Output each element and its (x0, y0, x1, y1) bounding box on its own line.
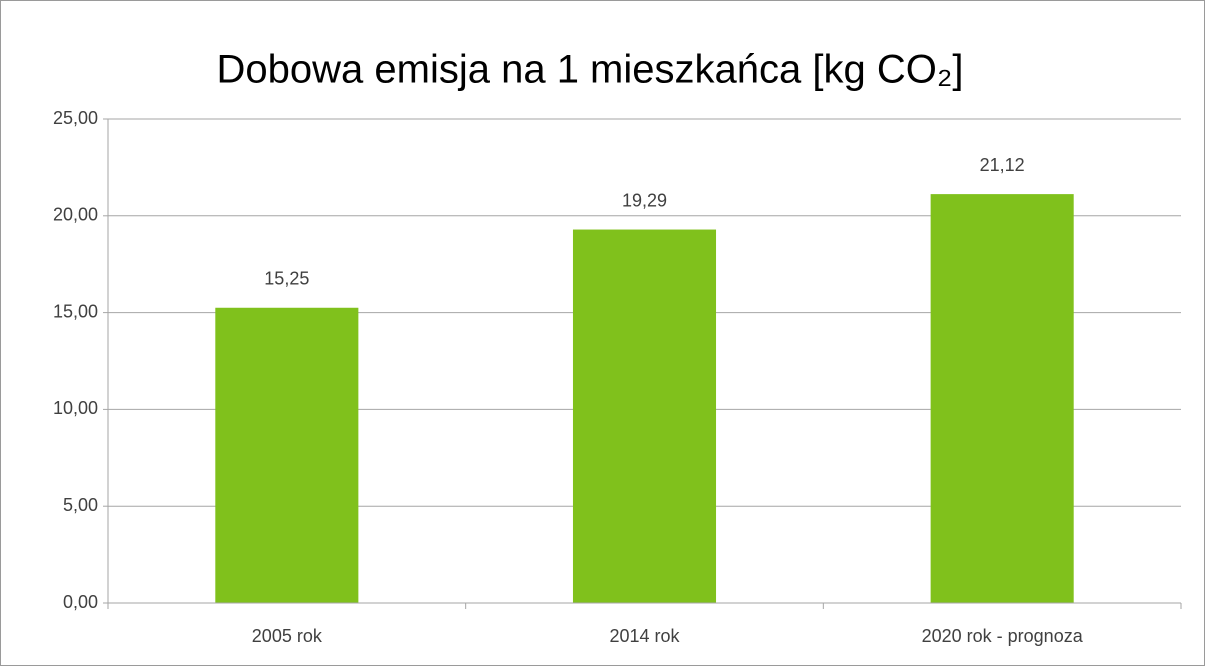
chart-title: Dobowa emisja na 1 mieszkańca [kg CO₂] (217, 48, 964, 92)
bar (930, 194, 1074, 603)
x-tick-label: 2014 rok (609, 626, 680, 646)
x-tick-label: 2020 rok - prognoza (922, 626, 1084, 646)
x-tick-label: 2005 rok (252, 626, 323, 646)
data-label: 19,29 (622, 190, 667, 210)
data-label: 21,12 (980, 155, 1025, 175)
data-label: 15,25 (264, 269, 309, 289)
y-tick-label: 10,00 (53, 398, 98, 418)
bar (572, 229, 717, 603)
y-tick-label: 5,00 (63, 495, 98, 515)
bar (215, 307, 359, 603)
y-tick-label: 25,00 (53, 108, 98, 128)
y-tick-label: 20,00 (53, 205, 98, 225)
y-tick-label: 0,00 (63, 592, 98, 612)
y-tick-label: 15,00 (53, 301, 98, 321)
